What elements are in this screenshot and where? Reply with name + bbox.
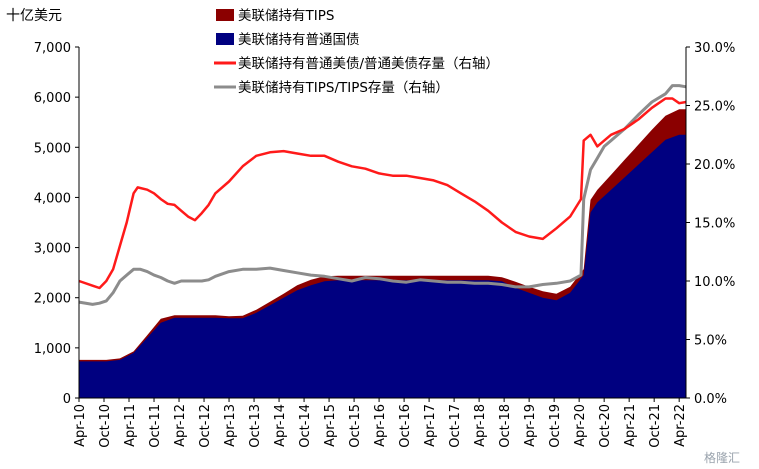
x-tick-label: Oct-14 [298, 404, 313, 448]
x-tick-label: Oct-19 [548, 404, 563, 448]
y-left-tick-label: 2,000 [34, 292, 71, 307]
x-tick-label: Apr-19 [523, 404, 538, 447]
y-right-tick-label: 15.0% [694, 217, 735, 232]
legend-label-share_treasury: 美联储持有普通美债/普通美债存量（右轴） [238, 56, 499, 72]
x-tick-label: Apr-18 [473, 404, 488, 447]
y-right-tick-label: 5.0% [694, 334, 727, 349]
y-right-tick-label: 0.0% [694, 392, 727, 407]
x-tick-label: Apr-22 [673, 404, 688, 447]
x-tick-label: Oct-16 [398, 404, 413, 448]
x-tick-label: Apr-13 [223, 404, 238, 447]
y-left-unit-label: 十亿美元 [6, 8, 62, 24]
treasury-holdings-area [79, 134, 686, 399]
legend-label-treasury: 美联储持有普通国债 [238, 32, 360, 48]
x-tick-label: Apr-20 [573, 404, 588, 447]
x-tick-label: Apr-15 [323, 404, 338, 447]
treasury-share-line [78, 97, 687, 290]
x-tick-label: Apr-14 [273, 404, 288, 447]
legend-swatch-tips [216, 9, 234, 21]
legend-label-tips: 美联储持有TIPS [238, 8, 334, 24]
x-tick-label: Apr-11 [123, 404, 138, 447]
x-tick-label: Oct-17 [448, 404, 463, 448]
x-tick-label: Oct-18 [498, 404, 513, 448]
y-left-tick-label: 0 [63, 392, 71, 407]
legend-swatch-treasury [216, 33, 234, 45]
x-tick-label: Apr-10 [73, 404, 88, 447]
axes: 0 1,000 2,000 3,000 4,000 5,000 6,000 7,000 0.0%… [34, 41, 736, 448]
legend-label-share_tips: 美联储持有TIPS/TIPS存量（右轴） [238, 80, 449, 96]
x-tick-label: Apr-17 [423, 404, 438, 447]
y-right-tick-label: 25.0% [694, 100, 735, 115]
watermark-text: 格隆汇 [704, 450, 740, 465]
x-tick-label: Oct-20 [598, 404, 613, 448]
x-tick-label: Apr-16 [373, 404, 388, 447]
y-right-tick-label: 30.0% [694, 41, 735, 56]
y-left-tick-label: 5,000 [34, 141, 71, 156]
x-tick-label: Oct-15 [348, 404, 363, 448]
x-tick-label: Oct-13 [248, 404, 263, 448]
y-right-tick-label: 10.0% [694, 275, 735, 290]
x-tick-label: Oct-21 [648, 404, 663, 448]
x-tick-label: Oct-11 [148, 404, 163, 448]
tips-share-line [78, 84, 687, 306]
y-left-tick-label: 7,000 [34, 41, 71, 56]
y-right-tick-label: 20.0% [694, 158, 735, 173]
x-tick-label: Oct-12 [198, 404, 213, 448]
line-series [78, 84, 687, 306]
x-tick-label: Oct-10 [98, 404, 113, 448]
y-left-tick-label: 3,000 [34, 242, 71, 257]
y-left-tick-label: 6,000 [34, 91, 71, 106]
x-tick-label: Apr-21 [623, 404, 638, 447]
y-left-tick-label: 4,000 [34, 191, 71, 206]
y-left-tick-label: 1,000 [34, 342, 71, 357]
x-tick-label: Apr-12 [173, 404, 188, 447]
area-series [79, 109, 686, 399]
